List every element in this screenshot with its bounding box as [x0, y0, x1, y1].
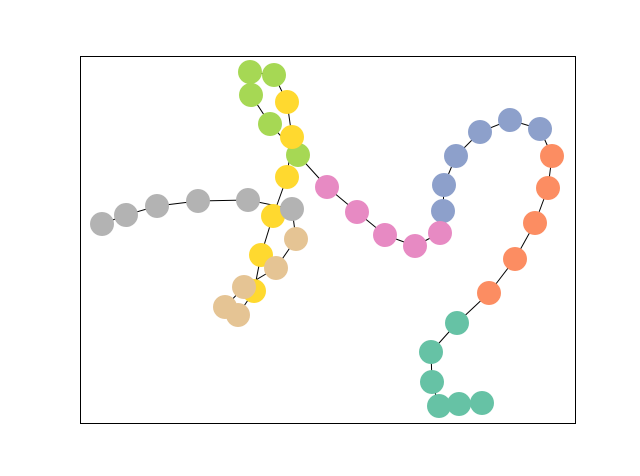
graph-node-pink [373, 223, 397, 247]
graph-node-yellow [261, 204, 285, 228]
graph-node-gray [145, 194, 169, 218]
graph-node-yellow [275, 90, 299, 114]
graph-node-lime [262, 63, 286, 87]
graph-node-yellow [280, 125, 304, 149]
graph-node-gray [280, 197, 304, 221]
graph-node-gray [186, 189, 210, 213]
graph-node-pink [345, 200, 369, 224]
graph-node-gray [236, 188, 260, 212]
graph-node-blue [498, 108, 522, 132]
graph-node-tan [213, 295, 237, 319]
graph-node-blue [468, 120, 492, 144]
nodes-layer [90, 60, 564, 418]
graph-node-yellow [275, 165, 299, 189]
graph-node-orange [503, 247, 527, 271]
graph-node-blue [432, 173, 456, 197]
graph-node-pink [315, 175, 339, 199]
graph-node-tan [284, 227, 308, 251]
graph-node-gray [90, 212, 114, 236]
plot-frame [80, 56, 576, 424]
graph-node-teal [445, 311, 469, 335]
graph-node-teal [447, 392, 471, 416]
graph-node-teal [420, 370, 444, 394]
graph-node-tan [232, 275, 256, 299]
graph-node-blue [528, 117, 552, 141]
graph-node-lime [238, 60, 262, 84]
graph-node-teal [427, 394, 451, 418]
graph-node-pink [403, 234, 427, 258]
graph-node-orange [523, 211, 547, 235]
graph-node-teal [470, 391, 494, 415]
graph-node-tan [264, 256, 288, 280]
graph-node-lime [258, 112, 282, 136]
graph-node-orange [477, 281, 501, 305]
graph-node-orange [540, 144, 564, 168]
graph-node-teal [419, 340, 443, 364]
graph-node-orange [536, 176, 560, 200]
graph-node-pink [428, 221, 452, 245]
graph-node-lime [239, 83, 263, 107]
graph-node-gray [114, 203, 138, 227]
graph-node-blue [431, 199, 455, 223]
graph-node-blue [444, 144, 468, 168]
